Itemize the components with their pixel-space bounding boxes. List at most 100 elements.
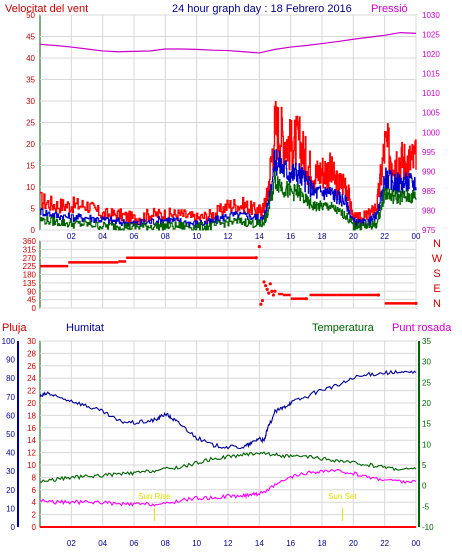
direction-point: [267, 291, 271, 295]
rain-tick-label: 12: [27, 449, 36, 458]
wind-tick-label: 45: [26, 33, 35, 42]
sun-annotation: Sun Set: [328, 492, 357, 501]
direction-point: [270, 289, 274, 293]
rain-tick-label: 4: [32, 498, 37, 507]
humidity-tick-label: 90: [6, 356, 15, 365]
direction-point: [271, 293, 276, 297]
humidity-tick-label: 10: [6, 504, 15, 513]
wind-x-tick-label: 02: [67, 232, 76, 241]
wind-series-gust: [40, 100, 417, 226]
rain-tick-label: 18: [27, 411, 36, 420]
climate-x-tick-label: 02: [67, 539, 76, 548]
direction-tick-label: 360: [23, 237, 37, 246]
compass-label: N: [433, 238, 441, 250]
wind-tick-label: 15: [26, 162, 35, 171]
direction-point: [259, 302, 263, 306]
wind-x-tick-label: 04: [98, 232, 107, 241]
compass-label: W: [432, 253, 443, 265]
temperature-label: Temperatura: [312, 322, 375, 334]
wind-x-tick-label: 10: [192, 232, 201, 241]
pressure-tick-label: 975: [422, 226, 436, 235]
direction-tick-label: 0: [32, 304, 37, 313]
wind-tick-label: 0: [31, 226, 36, 235]
climate-x-tick-label: 14: [255, 539, 264, 548]
temperature-tick-label: 30: [422, 358, 431, 367]
humidity-tick-label: 50: [6, 430, 15, 439]
wind-tick-label: 35: [26, 76, 35, 85]
temperature-tick-label: 15: [422, 420, 431, 429]
compass-label: N: [433, 298, 441, 310]
direction-tick-label: 90: [27, 287, 36, 296]
rain-tick-label: 22: [27, 387, 36, 396]
rain-tick-label: 30: [27, 337, 36, 346]
pressure-series: [39, 31, 417, 54]
wind-tick-label: 25: [26, 119, 35, 128]
wind-x-tick-label: 18: [318, 232, 327, 241]
wind-x-tick-label: 08: [161, 232, 170, 241]
direction-tick-label: 270: [23, 254, 37, 263]
wind-tick-label: 50: [26, 11, 35, 20]
rain-tick-label: 10: [27, 461, 36, 470]
pressure-tick-label: 1025: [422, 31, 440, 40]
wind-series-average: [40, 170, 417, 231]
rain-tick-label: 2: [32, 511, 37, 520]
wind-x-tick-label: 16: [286, 232, 295, 241]
direction-point: [264, 284, 268, 288]
wind-x-tick-label: 12: [224, 232, 233, 241]
humidity-tick-label: 80: [6, 374, 15, 383]
temperature-tick-label: 20: [422, 399, 431, 408]
rain-tick-label: 6: [32, 486, 37, 495]
direction-point: [376, 293, 380, 297]
humidity-label: Humitat: [66, 322, 104, 334]
rain-tick-label: 24: [27, 374, 36, 383]
wind-x-tick-label: 00: [412, 232, 421, 241]
rain-tick-label: 14: [27, 436, 36, 445]
wind-x-tick-label: 06: [130, 232, 139, 241]
rain-tick-label: 16: [27, 424, 36, 433]
humidity-tick-label: 70: [6, 393, 15, 402]
climate-x-tick-label: 22: [380, 539, 389, 548]
humidity-tick-label: 100: [2, 337, 16, 346]
pressure-tick-label: 1010: [422, 89, 440, 98]
wind-tick-label: 5: [31, 205, 36, 214]
direction-tick-label: 135: [23, 279, 37, 288]
climate-series-punt-rosada: [39, 468, 417, 507]
wind-tick-label: 20: [26, 140, 35, 149]
direction-tick-label: 315: [23, 245, 37, 254]
wind-x-tick-label: 20: [349, 232, 358, 241]
direction-point: [257, 244, 261, 249]
humidity-tick-label: 60: [6, 411, 15, 420]
temperature-tick-label: 10: [422, 440, 431, 449]
pressure-tick-label: 980: [422, 206, 436, 215]
wind-tick-label: 40: [26, 54, 35, 63]
pressure-tick-label: 1000: [422, 128, 440, 137]
pressure-tick-label: 1015: [422, 70, 440, 79]
climate-series-humitat: [39, 369, 417, 450]
dewpoint-label: Punt rosada: [392, 322, 452, 334]
direction-point: [262, 280, 266, 284]
direction-point: [304, 297, 308, 301]
rain-tick-label: 20: [27, 399, 36, 408]
direction-tick-label: 45: [27, 296, 36, 305]
humidity-tick-label: 20: [6, 486, 15, 495]
direction-point: [273, 289, 277, 293]
direction-point: [254, 256, 258, 260]
temperature-tick-label: 35: [422, 337, 431, 346]
climate-series-temperatura: [39, 451, 417, 483]
pressure-tick-label: 1005: [422, 109, 440, 118]
wind-x-tick-label: 22: [380, 232, 389, 241]
humidity-tick-label: 40: [6, 449, 15, 458]
compass-label: E: [433, 283, 440, 295]
climate-x-tick-label: 00: [412, 539, 421, 548]
pressure-label: Pressió: [371, 3, 408, 15]
rain-tick-label: 8: [32, 473, 37, 482]
rain-tick-label: 28: [27, 349, 36, 358]
climate-x-tick-label: 16: [286, 539, 295, 548]
temperature-tick-label: 0: [422, 482, 427, 491]
rain-tick-label: 0: [32, 523, 37, 532]
climate-x-tick-label: 18: [318, 539, 327, 548]
climate-x-tick-label: 08: [161, 539, 170, 548]
wind-speed-label: Velocitat del vent: [5, 3, 88, 15]
compass-label: S: [433, 268, 440, 280]
